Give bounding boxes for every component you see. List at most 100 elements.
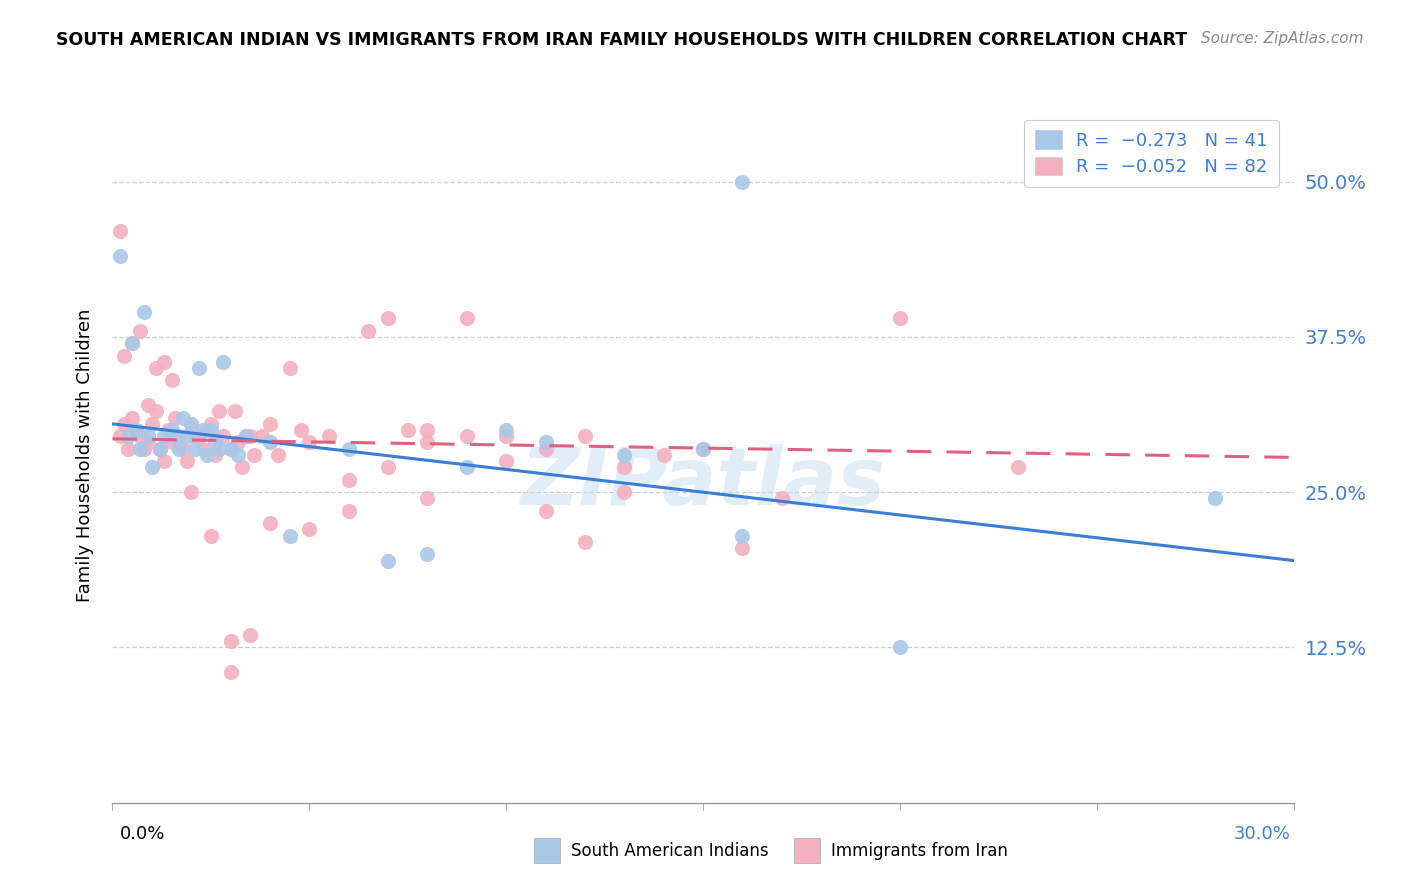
Point <box>160 423 183 437</box>
Point <box>239 628 262 642</box>
Point <box>117 429 139 443</box>
Point <box>652 448 675 462</box>
Point <box>770 491 793 506</box>
Point <box>278 361 301 376</box>
Point <box>259 435 281 450</box>
Point <box>495 429 517 443</box>
Point <box>208 442 231 456</box>
Point <box>377 460 399 475</box>
Point <box>889 640 911 655</box>
Point <box>290 423 312 437</box>
Point <box>534 435 557 450</box>
Point <box>165 429 187 443</box>
Point <box>132 442 155 456</box>
Point <box>211 355 233 369</box>
Point <box>219 442 242 456</box>
Point <box>889 311 911 326</box>
Point <box>112 417 135 431</box>
Point <box>692 442 714 456</box>
Point <box>692 442 714 456</box>
Point <box>110 249 132 263</box>
Point <box>219 634 242 648</box>
Point <box>337 442 360 456</box>
Point <box>259 417 281 431</box>
Point <box>243 448 266 462</box>
Point <box>180 417 202 431</box>
Text: ZIPatlas: ZIPatlas <box>520 443 886 522</box>
Point <box>337 473 360 487</box>
Point <box>298 435 321 450</box>
Point <box>228 448 250 462</box>
Point <box>172 442 194 456</box>
Point <box>145 361 167 376</box>
Point <box>176 454 198 468</box>
Point <box>228 435 250 450</box>
Point <box>125 423 148 437</box>
Point <box>136 435 159 450</box>
Point <box>110 429 132 443</box>
Point <box>278 529 301 543</box>
Point <box>156 423 179 437</box>
Point <box>132 305 155 319</box>
Point <box>235 429 257 443</box>
Point <box>180 417 202 431</box>
Point <box>416 423 439 437</box>
Point <box>416 547 439 561</box>
Text: South American Indians: South American Indians <box>571 842 769 860</box>
Point <box>110 224 132 238</box>
Point <box>495 423 517 437</box>
Point <box>152 429 174 443</box>
Point <box>200 423 222 437</box>
Point <box>184 442 207 456</box>
Point <box>534 504 557 518</box>
Point <box>731 175 754 189</box>
Point <box>112 349 135 363</box>
Point <box>613 485 636 500</box>
Point <box>377 311 399 326</box>
Point <box>191 442 214 456</box>
Point <box>180 485 202 500</box>
Point <box>121 410 143 425</box>
Y-axis label: Family Households with Children: Family Households with Children <box>76 309 94 601</box>
Point <box>141 417 163 431</box>
Point <box>121 336 143 351</box>
Point <box>200 417 222 431</box>
Point <box>574 535 596 549</box>
Point <box>235 429 257 443</box>
Point <box>184 429 207 443</box>
Point <box>125 423 148 437</box>
Point <box>534 442 557 456</box>
Point <box>1204 491 1226 506</box>
Point <box>456 311 478 326</box>
Point <box>692 442 714 456</box>
Point <box>195 423 218 437</box>
Point <box>219 665 242 680</box>
Point <box>211 429 233 443</box>
Point <box>1007 460 1029 475</box>
Point <box>377 553 399 567</box>
Point <box>152 454 174 468</box>
Point <box>129 324 152 338</box>
Point <box>574 429 596 443</box>
Point <box>456 460 478 475</box>
Point <box>357 324 380 338</box>
Text: 30.0%: 30.0% <box>1234 825 1291 843</box>
Point <box>188 361 211 376</box>
Point <box>250 429 273 443</box>
Point <box>396 423 419 437</box>
Point <box>149 442 172 456</box>
Point <box>204 435 226 450</box>
Text: Immigrants from Iran: Immigrants from Iran <box>831 842 1008 860</box>
Point <box>224 404 246 418</box>
Point <box>239 429 262 443</box>
Point <box>129 442 152 456</box>
Point <box>416 491 439 506</box>
Point <box>169 429 191 443</box>
Point <box>337 504 360 518</box>
Point <box>136 429 159 443</box>
Point <box>188 429 211 443</box>
Point <box>267 448 290 462</box>
Point <box>172 410 194 425</box>
Point <box>160 435 183 450</box>
Point <box>204 448 226 462</box>
